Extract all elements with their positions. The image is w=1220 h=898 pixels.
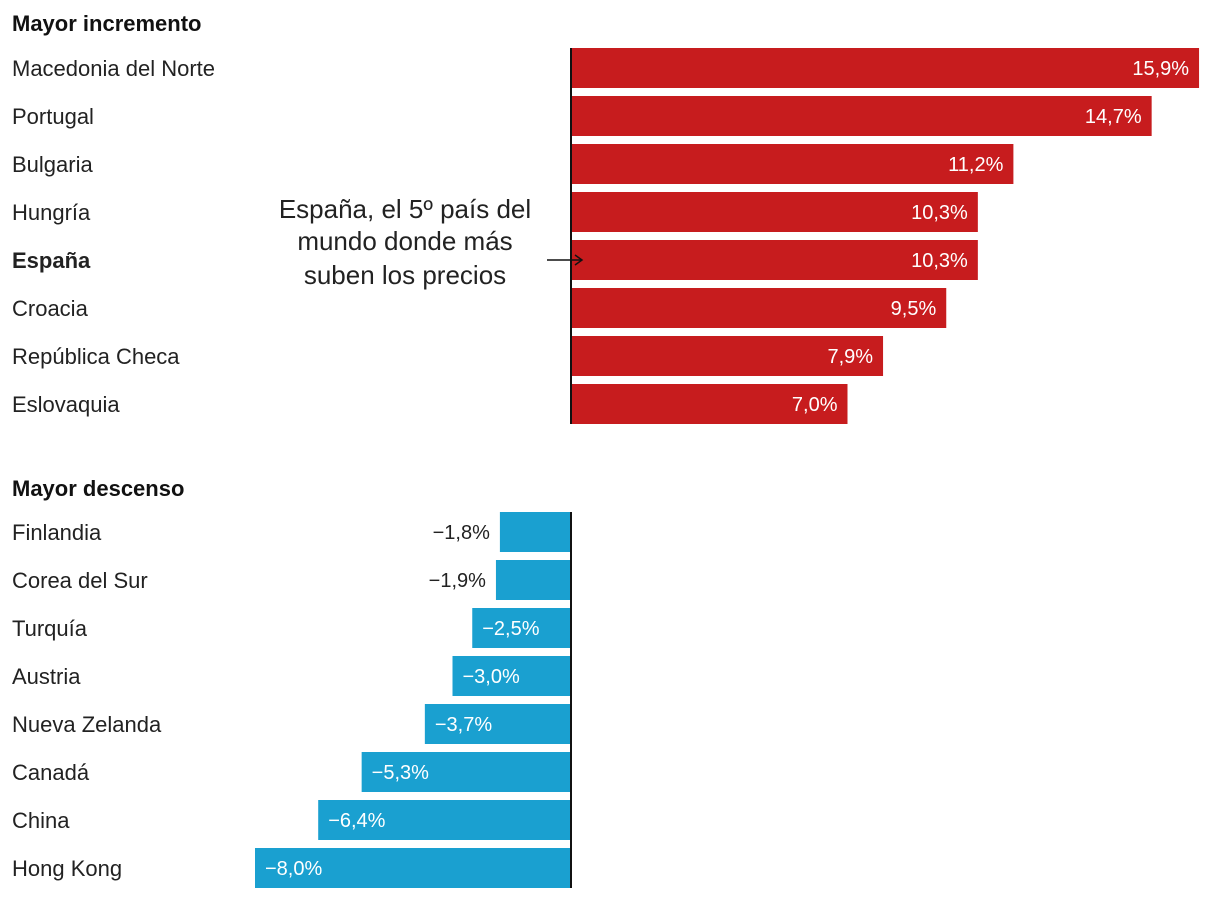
category-label: Macedonia del Norte [12, 56, 215, 81]
category-label: República Checa [12, 344, 180, 369]
bar [571, 288, 947, 328]
section-title: Mayor incremento [12, 11, 202, 36]
bar [452, 656, 571, 696]
chart-panel-decrease: Mayor descenso Finlandia −1,8% Corea del Su… [12, 476, 572, 888]
bar [495, 560, 571, 600]
value-label: 10,3% [911, 250, 968, 272]
value-label: 11,2% [948, 154, 1003, 176]
bar [361, 752, 571, 792]
bar [255, 848, 571, 888]
annotation-text: mundo donde más [297, 226, 512, 256]
category-label: Canadá [12, 760, 90, 785]
category-label: Bulgaria [12, 152, 93, 177]
category-label: Hong Kong [12, 856, 122, 881]
section-title: Mayor descenso [12, 476, 184, 501]
value-label: −3,0% [463, 666, 520, 688]
bar [571, 336, 884, 376]
bar [571, 48, 1200, 88]
bar [318, 800, 571, 840]
bar [472, 608, 571, 648]
value-label: −1,9% [429, 570, 486, 592]
category-label: Austria [12, 664, 81, 689]
value-label: 7,9% [827, 346, 873, 368]
value-label: −6,4% [328, 810, 385, 832]
category-label: Hungría [12, 200, 91, 225]
annotation-text: España, el 5º país del [279, 194, 531, 224]
value-label: −5,3% [372, 762, 429, 784]
bar [424, 704, 571, 744]
value-label: −1,8% [433, 522, 490, 544]
bar [571, 240, 978, 280]
value-label: 7,0% [792, 394, 838, 416]
value-label: 10,3% [911, 202, 968, 224]
bar [571, 144, 1014, 184]
value-label: 9,5% [891, 298, 937, 320]
bar [571, 192, 978, 232]
category-label: Nueva Zelanda [12, 712, 162, 737]
value-label: −8,0% [265, 858, 322, 880]
value-label: −3,7% [435, 714, 492, 736]
chart-panel-increase: Mayor incremento Macedonia del Norte 15,9%… [12, 11, 1200, 424]
category-label: España [12, 248, 91, 273]
annotation-arrowhead [574, 254, 584, 266]
bar [499, 512, 571, 552]
category-label: China [12, 808, 70, 833]
bar [571, 96, 1152, 136]
value-label: 14,7% [1085, 106, 1142, 128]
category-label: Finlandia [12, 520, 102, 545]
value-label: 15,9% [1132, 58, 1189, 80]
category-label: Turquía [12, 616, 88, 641]
category-label: Portugal [12, 104, 94, 129]
bar [571, 384, 848, 424]
category-label: Eslovaquia [12, 392, 120, 417]
value-label: −2,5% [482, 618, 539, 640]
annotation-text: suben los precios [304, 260, 506, 290]
category-label: Croacia [12, 296, 89, 321]
category-label: Corea del Sur [12, 568, 148, 593]
